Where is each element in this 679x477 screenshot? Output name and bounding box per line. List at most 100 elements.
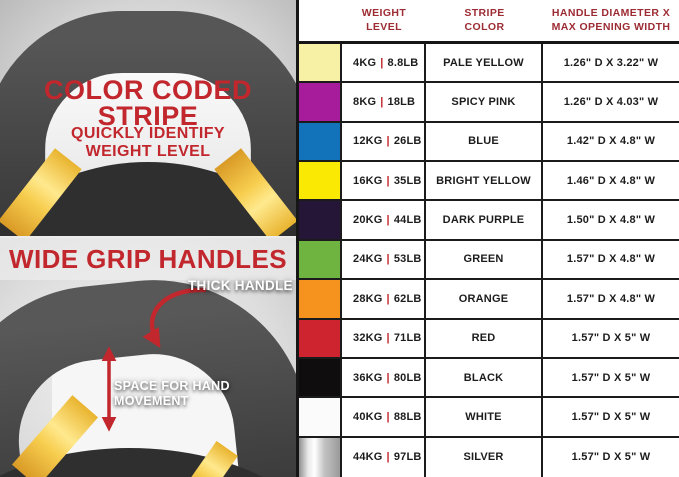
stripe-swatch-dark-purple [299,201,342,239]
thick-handle-arrow [142,287,207,349]
header-stripe-line1: STRIPE [464,6,505,19]
stripe-swatch-orange [299,280,342,318]
weight-kg: 8KG [353,96,377,109]
weight-lb: 44LB [393,214,422,227]
weight-lb: 97LB [393,451,422,464]
header-weight-line1: WEIGHT [361,6,407,19]
weight-kg: 24KG [353,253,383,266]
weight-lb: 35LB [393,174,422,187]
bottom-title: WIDE GRIP HANDLES [9,244,287,274]
table-row: 16KG | 35LB BRIGHT YELLOW 1.46" D X 4.8" W [299,162,679,202]
weight-separator: | [386,332,390,345]
handle-diameter-cell: 1.57" D X 5" W [571,332,651,345]
stripe-color-cell: WHITE [426,398,543,436]
handle-diameter-cell: 1.46" D X 4.8" W [566,174,656,187]
handle-diameter-cell: 1.57" D X 5" W [571,410,651,423]
table-row: 36KG | 80LB BLACK 1.57" D X 5" W [299,358,679,399]
header-weight-line2: LEVEL [366,20,402,33]
stripe-color-cell: BLUE [426,122,543,161]
table-row: 40KG | 88LB WHITE 1.57" D X 5" W [299,398,679,438]
weight-cell: 44KG | 97LB [342,437,426,477]
stripe-swatch-silver [299,437,342,477]
handle-diameter-cell: 1.50" D X 4.8" W [566,214,656,227]
header-stripe-color: STRIPE COLOR [426,7,543,34]
stripe-swatch-spicy-pink [299,83,342,121]
stripe-color-cell: DARK PURPLE [426,201,543,239]
weight-separator: | [386,174,390,187]
spec-table-header: WEIGHT LEVEL STRIPE COLOR HANDLE DIAMETE… [299,0,679,44]
stripe-swatch-bright-yellow [299,162,342,200]
handle-diameter-cell: 1.57" D X 5" W [571,451,651,464]
weight-separator: | [386,410,390,423]
weight-lb: 71LB [393,332,422,345]
weight-lb: 18LB [387,96,416,109]
top-subtitle-line2: WEIGHT LEVEL [85,143,211,160]
weight-cell: 8KG | 18LB [342,83,426,121]
spec-table: WEIGHT LEVEL STRIPE COLOR HANDLE DIAMETE… [296,0,679,477]
handle-diameter-cell: 1.26" D X 3.22" W [563,56,659,69]
weight-cell: 20KG | 44LB [342,201,426,239]
weight-separator: | [380,96,384,109]
handle-diameter-cell: 1.26" D X 4.03" W [563,96,659,109]
table-row: 12KG | 26LB BLUE 1.42" D X 4.8" W [299,122,679,163]
top-title-line2: STRIPE [97,101,199,131]
weight-kg: 36KG [353,371,383,384]
handle-diameter-cell: 1.57" D X 4.8" W [566,292,656,305]
stripe-color-cell: RED [426,319,543,357]
weight-separator: | [386,135,390,148]
kettlebell-bottom-illustration [0,238,296,477]
stripe-color-cell: BLACK [426,358,543,397]
wide-grip-handles-photo: WIDE GRIP HANDLES THICK HANDLE SPACE FOR… [0,236,296,477]
kettlebell-top-illustration [0,0,296,236]
weight-kg: 40KG [353,410,383,423]
table-row: 32KG | 71LB RED 1.57" D X 5" W [299,319,679,359]
stripe-swatch-red [299,319,342,357]
weight-separator: | [386,371,390,384]
handle-diameter-cell: 1.57" D X 4.8" W [566,253,656,266]
weight-kg: 16KG [353,174,383,187]
stripe-color-cell: ORANGE [426,280,543,318]
stripe-swatch-green [299,240,342,279]
stripe-swatch-black [299,358,342,397]
weight-kg: 28KG [353,292,383,305]
table-row: 44KG | 97LB SILVER 1.57" D X 5" W [299,437,679,477]
header-handle-line1: HANDLE DIAMETER X [551,6,671,19]
handle-diameter-cell: 1.42" D X 4.8" W [566,135,656,148]
stripe-swatch-blue [299,122,342,161]
weight-separator: | [380,56,384,69]
weight-lb: 88LB [393,410,422,423]
weight-lb: 8.8LB [387,56,419,69]
weight-lb: 62LB [393,292,422,305]
weight-kg: 32KG [353,332,383,345]
weight-cell: 24KG | 53LB [342,240,426,279]
table-row: 8KG | 18LB SPICY PINK 1.26" D X 4.03" W [299,83,679,123]
top-subtitle-line1: QUICKLY IDENTIFY [71,125,225,142]
color-coded-stripe-photo: COLOR CODED STRIPE QUICKLY IDENTIFY WEIG… [0,0,296,236]
table-row: 24KG | 53LB GREEN 1.57" D X 4.8" W [299,240,679,281]
weight-cell: 16KG | 35LB [342,162,426,200]
header-handle-line2: MAX OPENING WIDTH [551,20,671,33]
weight-cell: 40KG | 88LB [342,398,426,436]
hand-space-label-line1: SPACE FOR HAND [114,379,230,393]
stripe-color-cell: SILVER [426,437,543,477]
hand-space-label: SPACE FOR HAND MOVEMENT [114,379,230,409]
weight-separator: | [386,451,390,464]
weight-cell: 28KG | 62LB [342,280,426,318]
header-handle-diameter: HANDLE DIAMETER X MAX OPENING WIDTH [543,7,679,34]
header-stripe-line2: COLOR [464,20,505,33]
stripe-color-cell: PALE YELLOW [426,44,543,82]
weight-separator: | [386,253,390,266]
weight-kg: 20KG [353,214,383,227]
stripe-swatch-pale-yellow [299,44,342,82]
table-row: 28KG | 62LB ORANGE 1.57" D X 4.8" W [299,280,679,320]
thick-handle-label: THICK HANDLE [188,278,293,293]
weight-separator: | [386,292,390,305]
stripe-color-cell: GREEN [426,240,543,279]
weight-cell: 12KG | 26LB [342,122,426,161]
hand-space-label-line2: MOVEMENT [114,393,189,408]
stripe-color-cell: BRIGHT YELLOW [426,162,543,200]
spec-table-body: 4KG | 8.8LB PALE YELLOW 1.26" D X 3.22" W 8KG… [299,44,679,477]
stripe-color-cell: SPICY PINK [426,83,543,121]
weight-cell: 4KG | 8.8LB [342,44,426,82]
weight-separator: | [386,214,390,227]
